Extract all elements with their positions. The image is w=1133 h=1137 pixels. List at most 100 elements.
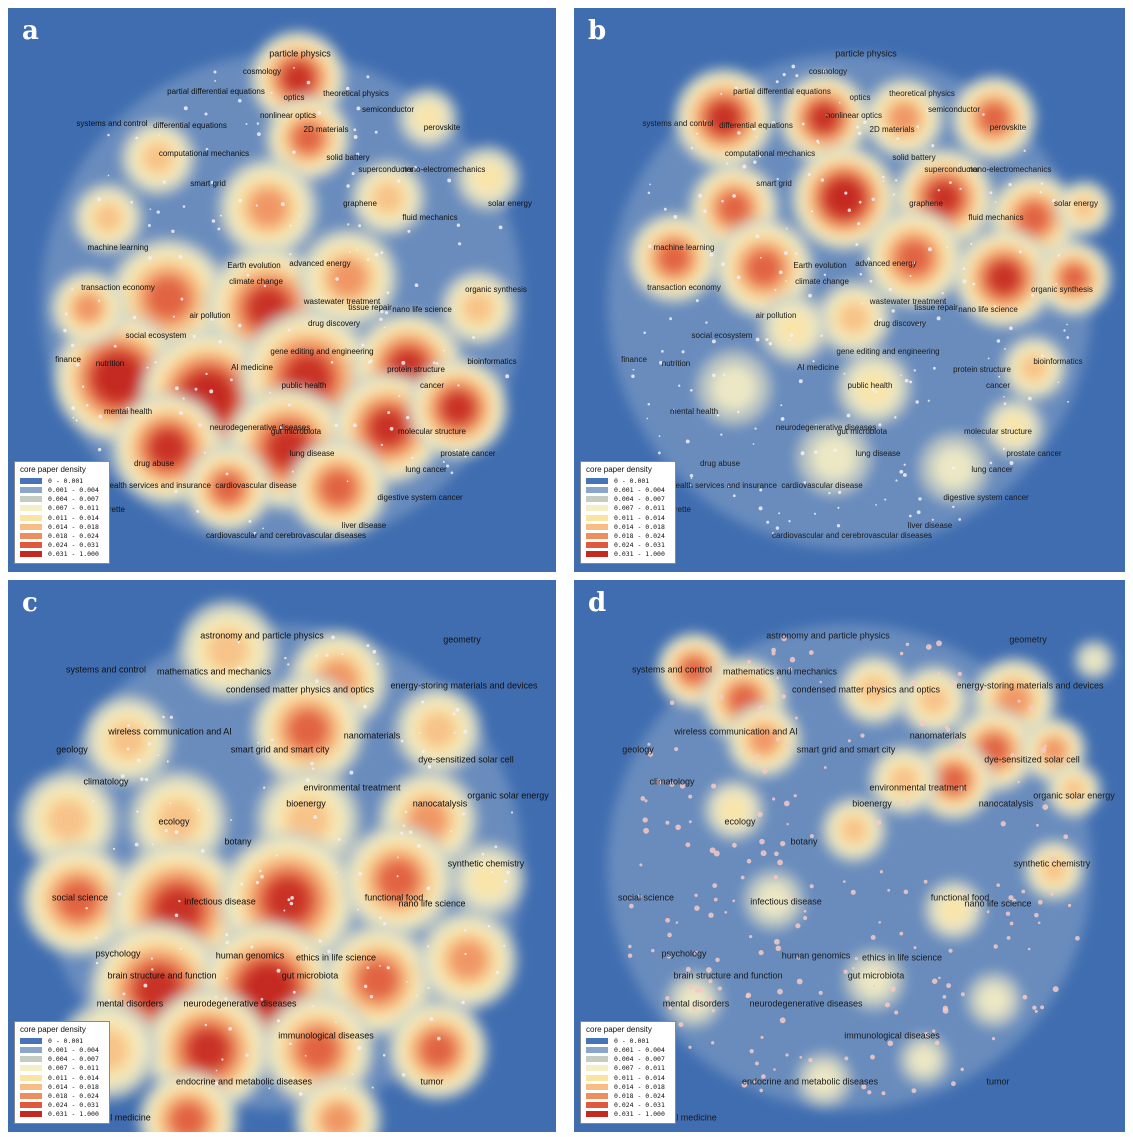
density-contour	[171, 1103, 205, 1132]
paper-point	[450, 830, 453, 833]
density-contour	[250, 190, 286, 226]
legend-entry: 0.001 - 0.004	[586, 1046, 670, 1055]
paper-point	[705, 321, 708, 324]
paper-point	[951, 680, 957, 686]
paper-point	[795, 923, 801, 929]
paper-point	[737, 131, 741, 135]
density-contour	[213, 473, 243, 503]
paper-point	[137, 758, 141, 763]
paper-point	[852, 966, 855, 970]
legend-range: 0.004 - 0.007	[614, 1055, 665, 1064]
legend-swatch	[586, 1065, 608, 1072]
paper-point	[795, 74, 799, 78]
topic-label: AI medicine	[797, 362, 839, 372]
paper-point	[918, 497, 922, 501]
paper-point	[1021, 889, 1026, 894]
paper-point	[219, 214, 223, 217]
paper-point	[904, 378, 909, 383]
paper-point	[732, 494, 736, 498]
topic-label: lung cancer	[971, 464, 1013, 474]
paper-point	[667, 932, 672, 938]
paper-point	[318, 939, 322, 943]
paper-point	[773, 1068, 776, 1071]
paper-point	[713, 897, 718, 902]
density-map-panel-a: a particle physics cosmology partial diffe…	[8, 8, 556, 572]
paper-point	[872, 984, 876, 988]
panel-letter-b: b	[588, 16, 607, 46]
topic-label: geometry	[1009, 634, 1047, 645]
topic-label: nano-electromechanics	[402, 164, 486, 174]
paper-point	[334, 423, 338, 428]
legend-swatch	[20, 1037, 42, 1044]
paper-point	[447, 178, 452, 183]
paper-point	[276, 968, 281, 973]
paper-point	[926, 109, 930, 113]
legend-range: 0.018 - 0.024	[614, 532, 665, 541]
paper-point	[1028, 396, 1032, 401]
paper-point	[755, 234, 760, 239]
density-contour	[719, 193, 749, 223]
density-contour	[136, 968, 180, 1012]
paper-point	[217, 227, 221, 231]
paper-point	[255, 880, 260, 885]
paper-point	[341, 653, 344, 656]
paper-point	[986, 910, 990, 914]
paper-point	[1007, 427, 1011, 432]
topic-label: dye-sensitized solar cell	[418, 754, 514, 765]
paper-point	[996, 339, 1001, 343]
paper-point	[860, 733, 865, 738]
legend-swatch	[586, 505, 608, 512]
legend-range: 0.031 - 1.000	[48, 550, 99, 559]
topic-label: organic synthesis	[1031, 284, 1093, 294]
topic-label: nutrition	[95, 358, 125, 368]
paper-point	[997, 803, 1001, 806]
paper-point	[833, 448, 837, 453]
paper-point	[402, 824, 406, 827]
paper-point	[927, 247, 932, 252]
topic-label: cardiovascular disease	[215, 480, 297, 490]
legend-entry: 0.004 - 0.007	[586, 495, 670, 504]
topic-label: astronomy and particle physics	[200, 630, 324, 641]
topic-label: air pollution	[755, 310, 797, 320]
paper-point	[685, 842, 691, 848]
paper-point	[890, 986, 896, 992]
paper-point	[876, 819, 882, 826]
legend-entry: 0.007 - 0.011	[586, 1064, 670, 1073]
topic-label: computational mechanics	[724, 148, 816, 158]
paper-point	[908, 514, 912, 518]
paper-point	[962, 267, 966, 271]
paper-point	[355, 305, 358, 308]
topic-label: botany	[790, 836, 818, 847]
legend-range: 0.031 - 1.000	[614, 1110, 665, 1119]
paper-point	[724, 910, 728, 914]
legend-range: 0.001 - 0.004	[48, 1046, 99, 1055]
paper-point	[637, 894, 642, 899]
topic-label: gut microbiota	[836, 426, 888, 436]
paper-point	[746, 858, 752, 864]
legend-swatch	[20, 1065, 42, 1072]
paper-point	[870, 1054, 875, 1060]
paper-point	[63, 328, 67, 333]
density-contour	[828, 182, 860, 214]
topic-label: environmental treatment	[869, 782, 967, 793]
density-contour	[1019, 203, 1049, 233]
paper-point	[112, 847, 116, 850]
paper-point	[380, 310, 384, 314]
paper-point	[843, 969, 848, 974]
topic-label: mental health	[669, 406, 719, 416]
paper-point	[397, 179, 401, 183]
density-contour	[856, 962, 892, 998]
paper-point	[974, 909, 978, 913]
topic-label: smart grid	[756, 178, 792, 188]
paper-point	[647, 742, 651, 746]
paper-point	[382, 1053, 386, 1057]
paper-point	[401, 360, 406, 365]
paper-point	[290, 896, 294, 900]
paper-point	[304, 532, 307, 535]
paper-point	[71, 406, 75, 410]
topic-label: differential equations	[153, 120, 227, 130]
paper-point	[343, 1087, 346, 1090]
paper-point	[915, 400, 919, 404]
paper-point	[291, 470, 294, 473]
density-contour	[158, 800, 198, 840]
